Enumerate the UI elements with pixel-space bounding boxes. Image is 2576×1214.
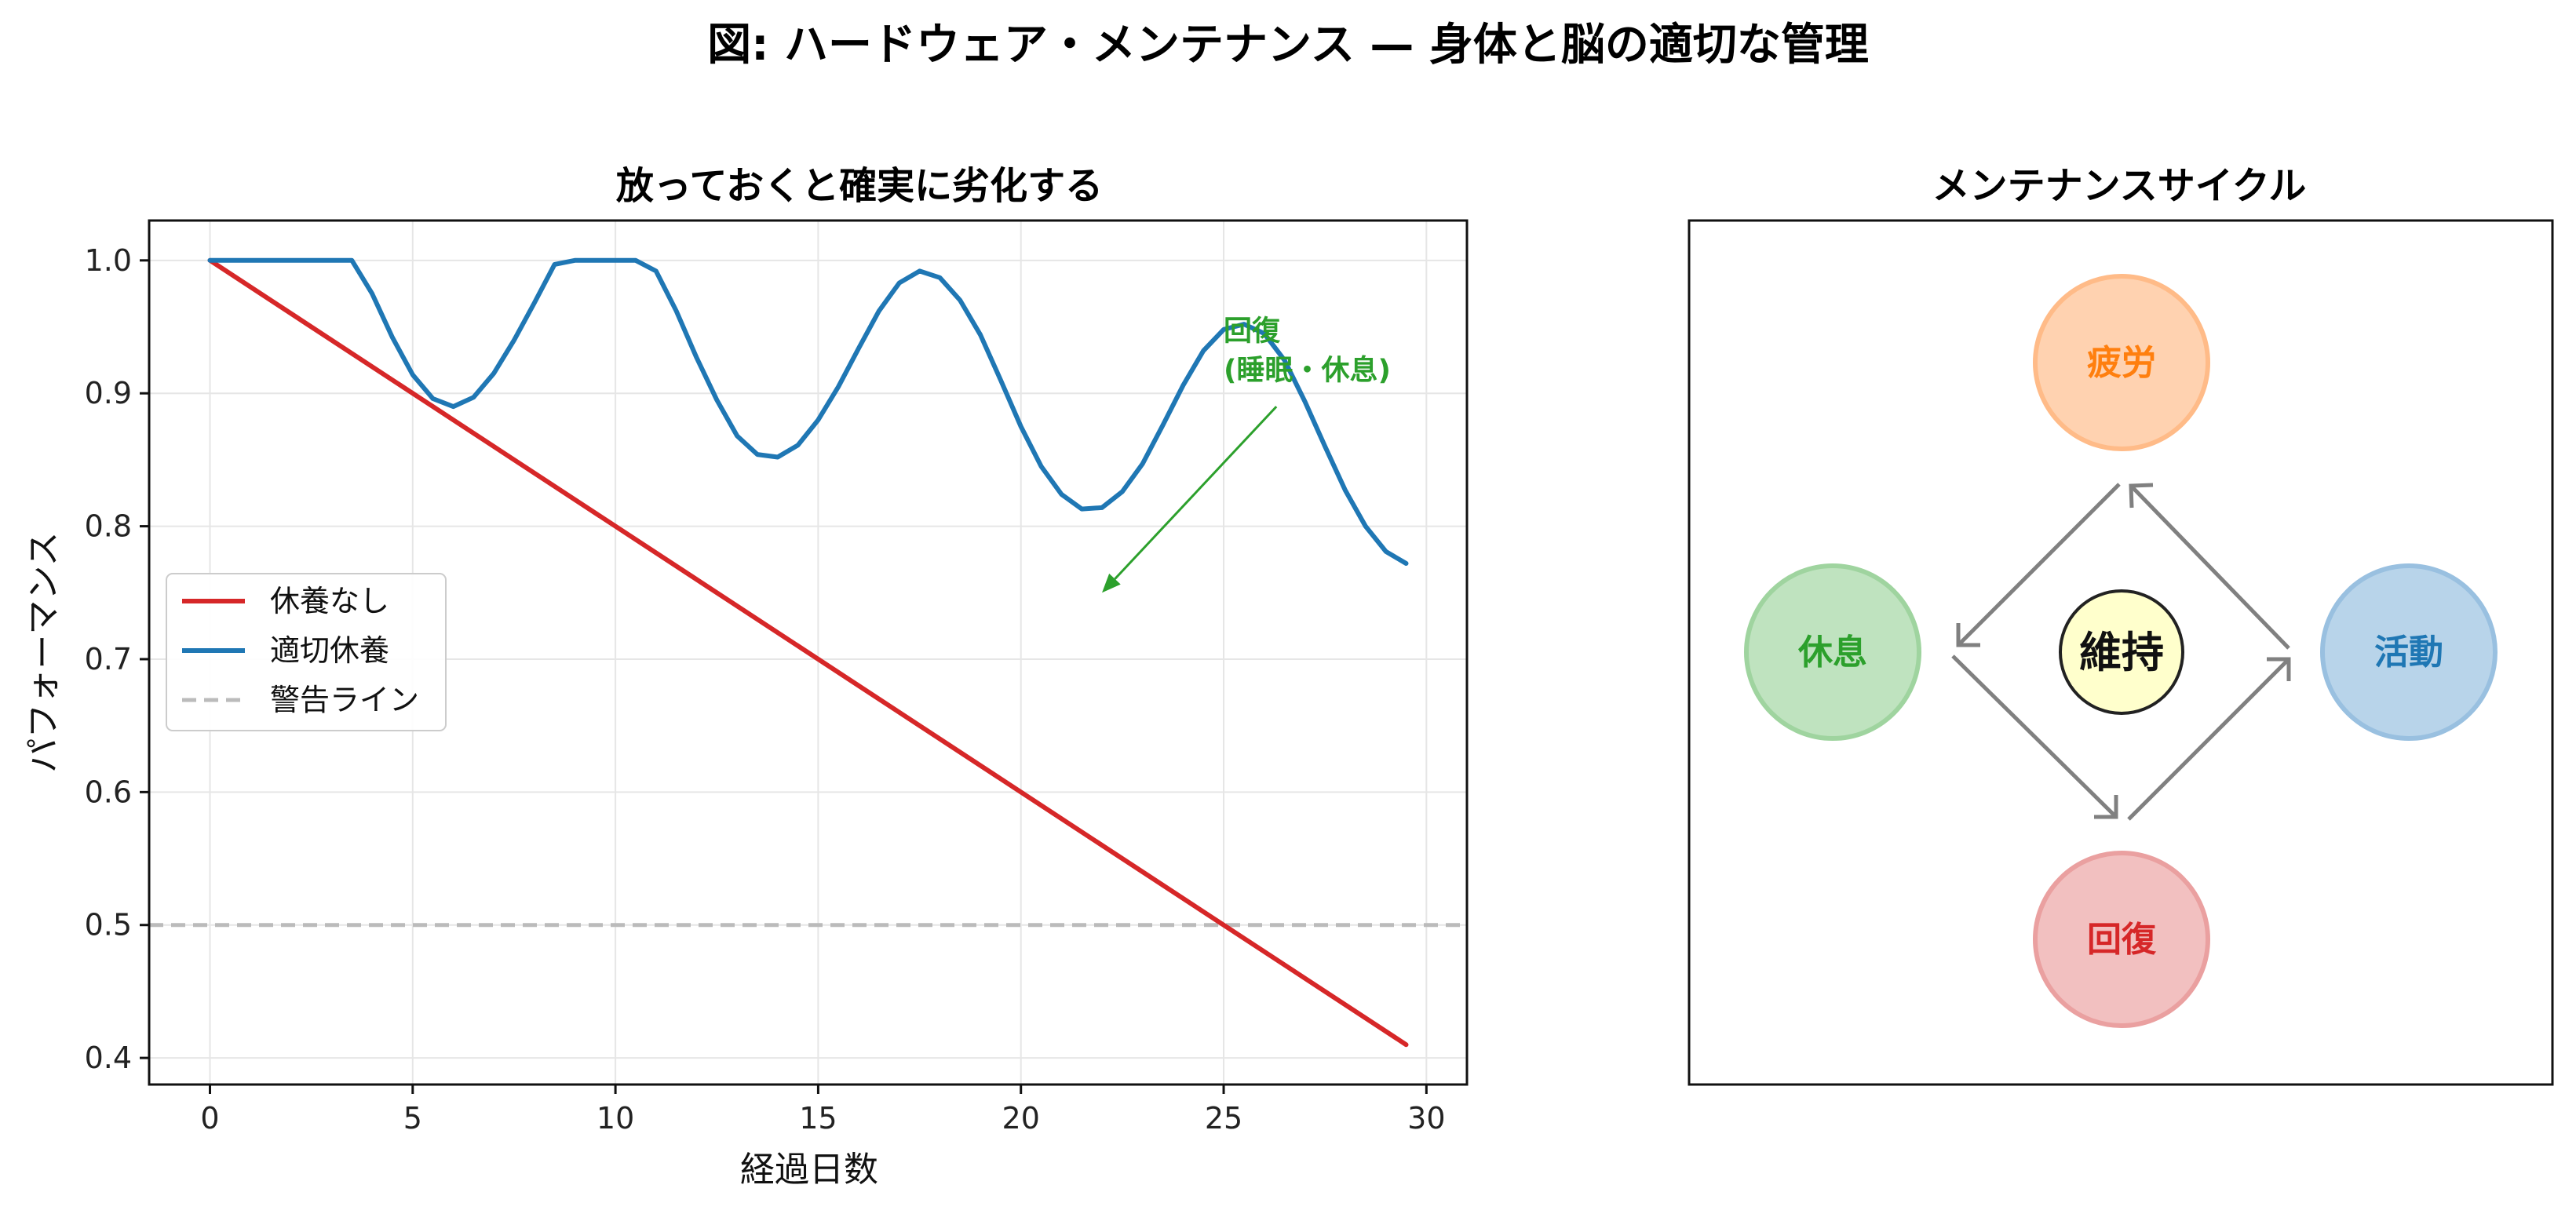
- x-tick-label: 10: [597, 1101, 634, 1136]
- x-tick-label: 5: [403, 1101, 422, 1136]
- node-center-label: 維持: [2079, 628, 2164, 677]
- arrow-activity-to-fatigue: [2129, 484, 2290, 650]
- y-tick-label: 1.0: [85, 243, 132, 278]
- legend: 休養なし 適切休養 警告ライン: [166, 573, 447, 731]
- node-activity-circle: [2320, 563, 2498, 741]
- node-recovery-label: 回復: [2087, 920, 2157, 960]
- x-tick-label: 20: [1002, 1101, 1040, 1136]
- node-rest-circle: [1744, 563, 1921, 741]
- y-tick-label: 0.7: [85, 642, 132, 676]
- annotation-arrowhead: [1102, 573, 1121, 593]
- y-axis-label: パフォーマンス: [24, 531, 64, 772]
- arrow-fatigue-to-rest: [1957, 483, 2121, 647]
- x-tick-label: 0: [200, 1101, 219, 1136]
- x-tick-label: 15: [799, 1101, 837, 1136]
- node-activity: 活動: [2320, 563, 2498, 741]
- maintenance-cycle-diagram: メンテナンスサイクル 疲労 活動 回復 休息: [1688, 164, 2554, 1086]
- legend-label-proper-rest: 適切休養: [270, 633, 389, 668]
- y-tick-label: 0.9: [85, 376, 132, 410]
- diagram-frame: [1688, 219, 2554, 1086]
- x-tick-label: 25: [1205, 1101, 1242, 1136]
- series-line-no-rest: [207, 257, 1409, 1048]
- arrowhead-fatigue-to-rest: [1956, 623, 1980, 647]
- node-rest-label: 休息: [1797, 633, 1867, 673]
- node-fatigue-label: 疲労: [2087, 343, 2156, 383]
- y-tick-label: 0.5: [85, 908, 132, 942]
- y-tick-label: 0.4: [85, 1041, 132, 1075]
- node-center-circle: [2059, 589, 2184, 715]
- figure-suptitle: 図: ハードウェア・メンテナンス — 身体と脳の適切な管理: [707, 20, 1869, 71]
- series-layer: [149, 257, 1467, 1048]
- y-tick-label: 0.6: [85, 775, 132, 809]
- series-line-proper-rest: [207, 257, 1409, 566]
- node-fatigue-circle: [2033, 274, 2210, 451]
- arrowhead-rest-to-recovery: [2094, 795, 2118, 819]
- arrow-rest-to-recovery: [1951, 654, 2118, 818]
- node-recovery-circle: [2033, 851, 2210, 1028]
- legend-box: [166, 573, 447, 731]
- node-center: 維持: [2059, 589, 2184, 715]
- annotation: 回復 (睡眠・休息): [1102, 315, 1391, 593]
- legend-label-no-rest: 休養なし: [270, 584, 389, 618]
- node-fatigue: 疲労: [2033, 274, 2210, 451]
- annotation-text-line2: (睡眠・休息): [1224, 354, 1391, 386]
- x-axis-label: 経過日数: [740, 1150, 878, 1190]
- line-chart: 放っておくと確実に劣化する 0 5 10 15 20 25 30 0.4 0.5 0.6 0.7 0.…: [24, 164, 1469, 1190]
- ticks: 0 5 10 15 20 25 30 0.4 0.5 0.6 0.7 0.8 0.9 1.0: [85, 243, 1446, 1136]
- diagram-title: メンテナンスサイクル: [1932, 164, 2307, 208]
- chart-title: 放っておくと確実に劣化する: [616, 164, 1103, 208]
- node-rest: 休息: [1744, 563, 1921, 741]
- annotation-arrow: [1114, 406, 1278, 580]
- arrow-recovery-to-activity: [2127, 658, 2290, 821]
- node-activity-label: 活動: [2374, 633, 2443, 673]
- plot-frame: [148, 219, 1469, 1086]
- arrowhead-activity-to-fatigue: [2129, 483, 2154, 509]
- legend-label-warning-line: 警告ライン: [270, 683, 419, 717]
- node-recovery: 回復: [2033, 851, 2210, 1028]
- y-tick-label: 0.8: [85, 509, 132, 544]
- cycle-arrows: [1951, 483, 2291, 821]
- arrowhead-recovery-to-activity: [2267, 657, 2291, 681]
- x-tick-label: 30: [1407, 1101, 1445, 1136]
- annotation-text-line1: 回復: [1224, 315, 1281, 347]
